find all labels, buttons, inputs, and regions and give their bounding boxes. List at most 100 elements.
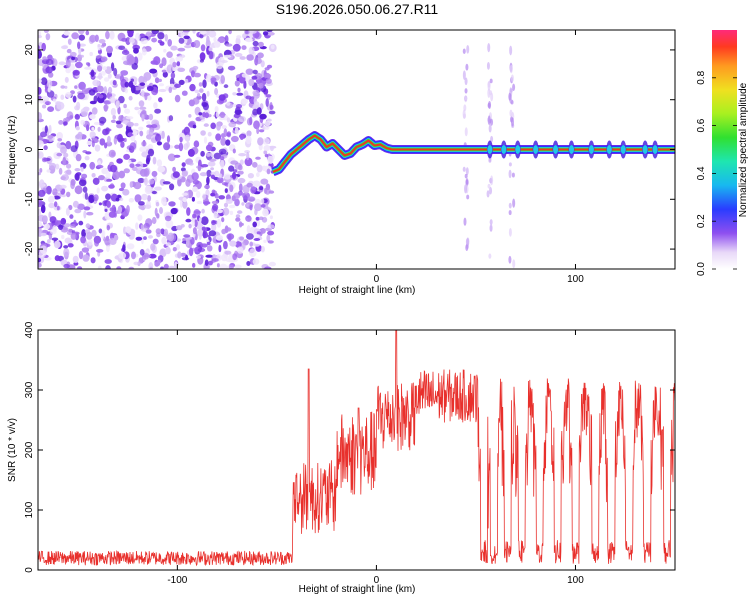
noise-blob <box>168 201 176 207</box>
noise-blob <box>246 54 254 61</box>
noise-blob <box>78 251 84 260</box>
noise-blob <box>106 45 113 54</box>
noise-blob <box>65 68 71 74</box>
noise-blob <box>254 203 262 212</box>
noise-blob <box>234 198 240 207</box>
noise-blob <box>105 193 111 200</box>
noise-blob <box>139 106 147 111</box>
noise-blob <box>204 259 209 267</box>
noise-blob <box>61 174 69 181</box>
noise-blob <box>86 211 94 216</box>
noise-blob <box>139 168 148 177</box>
noise-blob <box>166 64 174 74</box>
noise-blob <box>221 125 227 130</box>
figure-title: S196.2026.050.06.27.R11 <box>276 1 439 17</box>
colorbar-gradient <box>712 30 737 269</box>
noise-blob <box>266 234 271 242</box>
streak-blob <box>508 169 512 179</box>
streak-blob <box>464 127 468 137</box>
tone-bulge-core <box>515 145 521 154</box>
noise-blob <box>215 111 219 118</box>
noise-blob <box>117 133 123 143</box>
streak-blob <box>464 184 468 194</box>
noise-blob <box>126 121 134 127</box>
noise-blob <box>110 119 116 124</box>
noise-blob <box>90 257 96 264</box>
snr-xtick-label: 100 <box>567 575 584 586</box>
streak-blob <box>512 198 516 208</box>
noise-blob <box>158 88 167 93</box>
noise-blob <box>98 116 107 124</box>
streak-blob <box>508 202 512 209</box>
noise-blob <box>223 202 229 208</box>
noise-blob <box>208 230 217 237</box>
snr-ytick-label: 200 <box>24 441 35 458</box>
noise-blob <box>206 241 211 246</box>
snr-xlabel: Height of straight line (km) <box>299 584 416 595</box>
noise-blob <box>239 159 244 165</box>
noise-blob <box>215 209 224 214</box>
streak-blob <box>486 190 490 198</box>
noise-blob <box>192 186 198 192</box>
noise-blob <box>199 33 204 39</box>
noise-blob <box>71 32 79 40</box>
noise-blob <box>70 180 75 190</box>
noise-blob <box>224 188 228 194</box>
tone-bulge-core <box>642 145 648 154</box>
noise-blob <box>132 166 138 171</box>
noise-blob <box>167 39 172 47</box>
noise-blob <box>260 198 265 204</box>
noise-blob <box>79 54 84 58</box>
noise-blob <box>128 81 134 88</box>
noise-blob <box>245 37 253 43</box>
noise-blob <box>165 242 172 247</box>
noise-blob <box>197 165 202 172</box>
streak-blob <box>508 210 512 216</box>
noise-blob <box>225 139 231 146</box>
noise-blob <box>47 106 55 112</box>
noise-blob <box>256 127 260 135</box>
noise-blob <box>262 138 270 145</box>
noise-blob <box>232 92 237 96</box>
noise-blob <box>199 172 208 177</box>
noise-blob <box>172 61 177 68</box>
noise-blob <box>155 133 162 142</box>
noise-blob <box>187 148 195 157</box>
noise-blob <box>251 75 258 80</box>
noise-blob <box>38 221 43 228</box>
noise-blob <box>224 250 232 255</box>
noise-blob <box>154 186 162 191</box>
noise-blob <box>196 255 201 259</box>
noise-blob <box>97 44 101 48</box>
colorbar-tick-label: 0.4 <box>696 166 707 180</box>
noise-blob <box>60 146 67 154</box>
streak-blob <box>487 43 491 53</box>
noise-blob <box>211 219 216 226</box>
noise-blob <box>58 120 64 125</box>
noise-blob <box>180 252 187 257</box>
noise-blob <box>180 199 183 208</box>
streak-blob <box>488 253 492 259</box>
noise-blob <box>92 79 100 87</box>
noise-blob <box>137 177 145 184</box>
noise-blob <box>199 30 206 35</box>
noise-blob <box>238 183 243 193</box>
noise-blob <box>178 79 185 86</box>
noise-blob <box>177 47 186 52</box>
noise-blob <box>88 239 93 246</box>
noise-blob <box>38 151 44 159</box>
noise-blob <box>144 93 148 101</box>
noise-blob <box>115 100 120 109</box>
noise-blob <box>106 200 111 208</box>
noise-blob <box>181 90 188 96</box>
noise-blob <box>145 229 152 234</box>
noise-blob <box>140 224 144 230</box>
noise-blob <box>238 164 243 171</box>
streak-blob <box>509 64 513 74</box>
noise-blob <box>98 175 105 181</box>
noise-blob <box>267 240 274 244</box>
noise-blob <box>65 59 71 69</box>
noise-blob <box>216 122 221 131</box>
noise-blob <box>47 87 51 93</box>
